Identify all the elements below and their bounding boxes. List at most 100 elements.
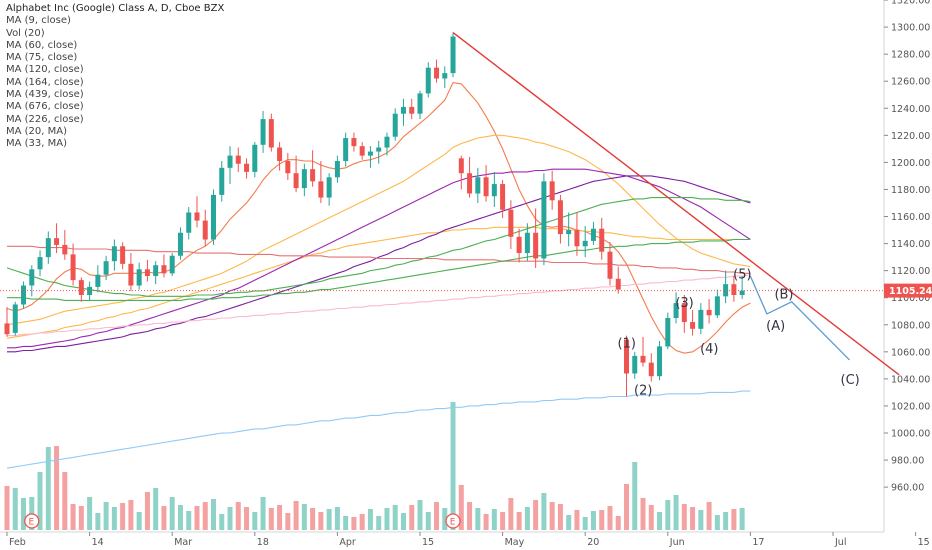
candle-body [475, 177, 481, 194]
volume-bar [285, 513, 291, 530]
volume-bar [268, 508, 274, 530]
candle [640, 336, 646, 367]
candle [268, 113, 274, 152]
time-tick-label: Jul [834, 537, 846, 548]
chart-title: Alphabet Inc (Google) Class A, D, Cboe B… [6, 3, 225, 14]
volume-bar [599, 510, 605, 530]
volume-bar [690, 507, 696, 530]
candle [260, 110, 266, 153]
candle [624, 335, 629, 397]
legend-item: MA (439, close) [6, 89, 84, 101]
candle-body [624, 339, 629, 374]
candle [78, 277, 84, 302]
candle [566, 212, 572, 247]
price-tick-label: 980.00 [891, 456, 924, 467]
volume-bar [524, 507, 530, 530]
candle-body [599, 228, 605, 252]
volume-bar [235, 502, 241, 530]
candle [95, 265, 101, 293]
candle-body [557, 200, 563, 235]
volume-bar [367, 509, 373, 530]
candle [739, 276, 745, 300]
legend-item: MA (75, close) [6, 52, 78, 64]
candle-body [136, 269, 142, 286]
volume-bar [301, 504, 307, 530]
volume-bar [714, 515, 720, 530]
candle [516, 228, 522, 263]
candle-body [103, 261, 109, 275]
candle-body [21, 285, 27, 305]
volume-bar [62, 472, 68, 530]
candle-body [632, 355, 638, 374]
candle-body [37, 257, 43, 270]
price-tick-label: 1000.00 [891, 429, 930, 440]
volume-bar [277, 505, 283, 530]
volume-bar [136, 512, 142, 530]
candle-body [227, 155, 233, 168]
ma-line [7, 175, 751, 353]
candle-body [384, 136, 390, 148]
candle [450, 32, 456, 78]
candle [54, 223, 60, 254]
candle [491, 171, 497, 208]
candle-body [590, 228, 596, 241]
candle [62, 230, 68, 260]
candle-body [128, 263, 134, 286]
wave-label: (B) [774, 288, 793, 303]
volume-bar [607, 506, 613, 530]
candle [277, 142, 283, 171]
candle-body [219, 167, 225, 195]
ma-line [6, 197, 751, 297]
volume-bar [706, 502, 712, 530]
candle-body [673, 303, 679, 318]
wave-label: (A) [766, 319, 785, 334]
candle-body [268, 119, 274, 148]
volume-bar [219, 514, 225, 530]
wave-projection-path [749, 275, 850, 361]
candle [318, 161, 324, 203]
volume-bar [475, 508, 481, 530]
volume-bar [458, 485, 464, 530]
candle-body [400, 106, 406, 114]
candle-body [334, 161, 340, 178]
legend-item: MA (164, close) [6, 76, 84, 88]
candle-body [111, 246, 117, 262]
candle [37, 250, 43, 277]
volume-bar [624, 484, 629, 530]
volume-bar [549, 502, 555, 530]
candle [417, 90, 423, 120]
candle-body [211, 194, 216, 240]
candle [508, 200, 514, 249]
volume-bar [103, 502, 109, 530]
candle-body [194, 212, 200, 221]
candle-body [376, 147, 382, 152]
candle-body [648, 362, 654, 377]
volume-bar [12, 488, 18, 530]
volume-bar [293, 501, 299, 530]
volume-bar [739, 508, 745, 530]
candle-body [120, 246, 126, 264]
volume-bar [632, 462, 638, 530]
volume-bar [78, 506, 84, 530]
candle [549, 170, 555, 210]
earnings-circle [445, 513, 461, 529]
volume-bar [442, 508, 448, 530]
candle [326, 173, 332, 206]
volume-bar [70, 504, 76, 530]
candle [615, 266, 621, 294]
candle-body [202, 220, 208, 240]
candle-body [4, 323, 10, 335]
candle [359, 142, 365, 160]
volume-bar [665, 500, 671, 530]
candle [334, 155, 340, 183]
candle [665, 312, 671, 350]
volume-bar [211, 499, 216, 530]
price-tick-label: 1320.00 [891, 0, 930, 7]
time-tick-label: 15 [422, 537, 434, 548]
earnings-marker: E [445, 513, 461, 529]
volume-bar [144, 492, 150, 530]
candle-body [367, 151, 373, 156]
volume-bar [194, 506, 200, 530]
ma-line [6, 390, 751, 469]
